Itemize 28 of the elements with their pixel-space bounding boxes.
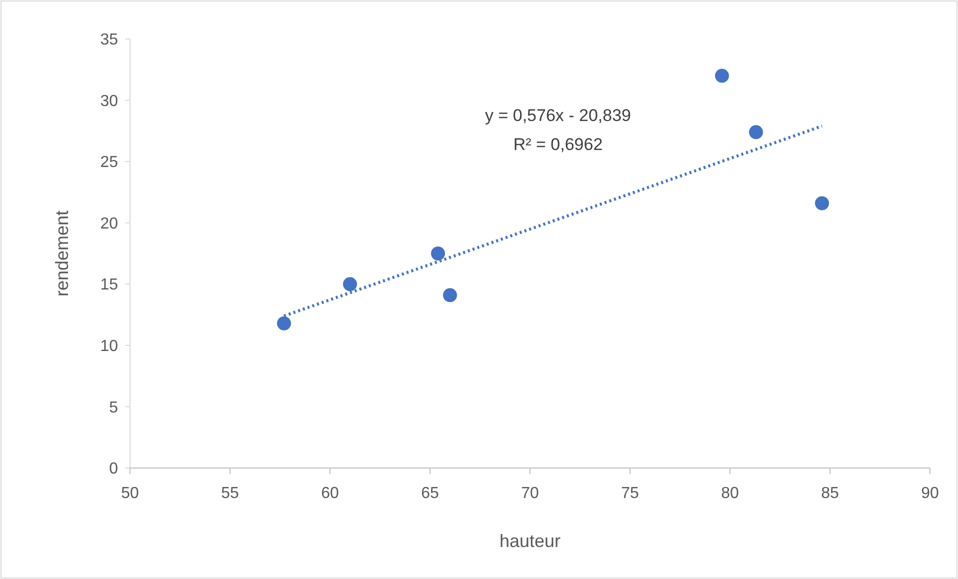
y-tick-label: 35 (100, 32, 118, 49)
x-tick-label: 50 (121, 485, 139, 502)
x-tick-label: 90 (921, 485, 939, 502)
point (815, 196, 829, 210)
x-tick-label: 70 (521, 485, 539, 502)
x-tick-label: 75 (621, 485, 639, 502)
point (715, 68, 729, 83)
point (277, 316, 291, 330)
point (343, 277, 357, 292)
annotation: y = 0,576x - 20,839 (484, 106, 632, 125)
y-axis-title: rendement (52, 210, 72, 297)
y-tick-label: 5 (109, 399, 118, 416)
point (749, 125, 763, 140)
y-tick-label: 30 (100, 92, 118, 110)
x-tick-label: 55 (221, 485, 239, 502)
y-tick-label: 10 (100, 338, 118, 356)
y-tick-label: 15 (100, 276, 118, 294)
point (443, 288, 457, 302)
x-tick-label: 60 (321, 485, 339, 502)
annotation: R² = 0,6962 (513, 135, 603, 154)
x-tick-label: 85 (821, 485, 839, 502)
point (431, 246, 445, 260)
x-axis-title: hauteur (499, 531, 561, 551)
x-tick-label: 65 (421, 485, 439, 502)
y-tick-label: 0 (109, 460, 118, 478)
x-tick-label: 80 (721, 485, 739, 502)
y-tick-label: 25 (100, 154, 118, 172)
y-tick-label: 20 (100, 215, 118, 232)
